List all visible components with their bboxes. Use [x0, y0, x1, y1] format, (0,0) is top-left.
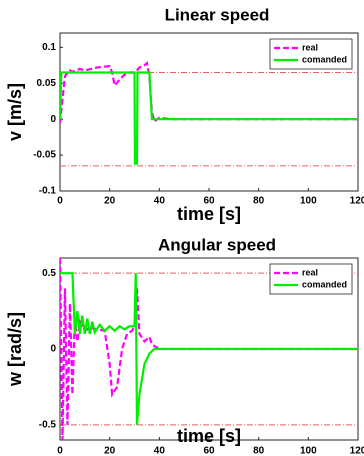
x-tick-label: 120 [350, 196, 364, 207]
legend-label: real [302, 267, 318, 277]
y-tick-label: -0.5 [39, 419, 57, 430]
x-tick-label: 80 [253, 446, 265, 456]
y-tick-label: 0 [50, 344, 56, 355]
x-tick-label: 120 [350, 446, 364, 456]
x-tick-label: 60 [203, 446, 215, 456]
x-tick-label: 0 [57, 196, 63, 207]
y-axis-label: v [m/s] [5, 83, 25, 141]
x-tick-label: 40 [154, 446, 166, 456]
legend-box [269, 38, 353, 70]
x-tick-label: 40 [154, 196, 166, 207]
x-tick-label: 100 [300, 446, 317, 456]
x-tick-label: 20 [104, 196, 116, 207]
x-axis-label: time [s] [177, 426, 241, 446]
data-line [60, 258, 358, 440]
y-tick-label: 0 [50, 114, 56, 125]
plot-lines [60, 258, 358, 440]
y-tick-label: -0.1 [39, 186, 57, 197]
y-tick-label: 0.05 [37, 78, 57, 89]
y-axis-label: w [rad/s] [5, 312, 25, 387]
data-line [60, 272, 358, 425]
x-axis-label: time [s] [177, 204, 241, 224]
legend-label: comanded [302, 279, 347, 289]
y-tick-label: 0.1 [42, 42, 56, 53]
x-tick-label: 80 [253, 196, 265, 207]
x-tick-label: 20 [104, 446, 116, 456]
chart-title: Linear speed [165, 5, 270, 24]
data-line [60, 71, 358, 165]
chart-title: Angular speed [158, 235, 276, 254]
legend-box [269, 263, 353, 295]
plot-lines [60, 61, 358, 167]
legend-label: comanded [302, 54, 347, 64]
y-tick-label: -0.05 [33, 150, 56, 161]
x-tick-label: 100 [300, 196, 317, 207]
x-tick-label: 60 [203, 196, 215, 207]
x-tick-label: 0 [57, 446, 63, 456]
y-tick-label: 0.5 [42, 268, 56, 279]
legend-label: real [302, 42, 318, 52]
